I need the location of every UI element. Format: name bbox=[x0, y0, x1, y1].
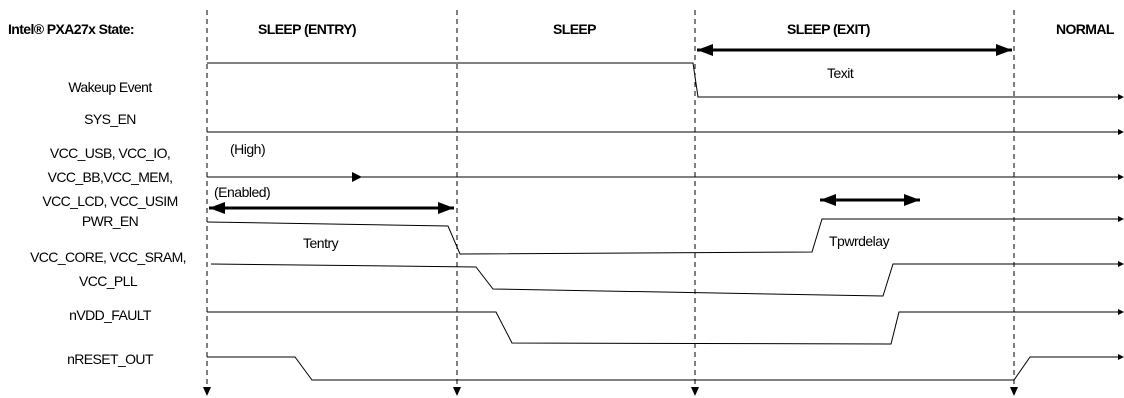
arrow-end-icon bbox=[1118, 354, 1124, 360]
arrow-end-icon bbox=[1118, 261, 1124, 267]
tentry-label: Tentry bbox=[303, 235, 339, 251]
state-normal: NORMAL bbox=[1056, 21, 1115, 37]
state-sleep-entry: SLEEP (ENTRY) bbox=[258, 21, 356, 37]
state-sleep-exit: SLEEP (EXIT) bbox=[787, 21, 870, 37]
signal-label-wakeup-event: Wakeup Event bbox=[68, 79, 152, 95]
signal-label-vcc-core-group: VCC_CORE, VCC_SRAM, bbox=[30, 249, 186, 265]
signal-label-vcc-core-group: VCC_PLL bbox=[79, 273, 138, 289]
down-arrow-icon bbox=[203, 387, 211, 396]
state-label: Intel® PXA27x State: bbox=[8, 21, 134, 37]
waveform-vcc-core-group bbox=[210, 263, 1119, 297]
signal-label-sys-en: SYS_EN bbox=[84, 111, 136, 127]
down-arrow-icon bbox=[1010, 387, 1018, 396]
enabled-label: (Enabled) bbox=[214, 184, 270, 200]
high-label: (High) bbox=[230, 141, 265, 157]
down-arrow-icon bbox=[453, 387, 461, 396]
signal-label-pwr-en: PWR_EN bbox=[82, 213, 138, 229]
signal-label-vcc-io-group: VCC_USB, VCC_IO, bbox=[50, 145, 170, 161]
waveform-pwr-en bbox=[206, 218, 1119, 255]
arrow-end-icon bbox=[1118, 174, 1124, 180]
texit-label: Texit bbox=[827, 65, 854, 81]
state-sleep: SLEEP bbox=[553, 21, 596, 37]
arrow-end-icon bbox=[1118, 129, 1124, 135]
waveform-nreset-out bbox=[207, 356, 1119, 381]
arrow-end-icon bbox=[1118, 94, 1124, 100]
signal-label-vcc-io-group: VCC_BB,VCC_MEM, bbox=[48, 169, 173, 185]
down-arrow-icon bbox=[691, 387, 699, 396]
arrow-end-icon bbox=[1118, 216, 1124, 222]
waveform-nvdd-fault bbox=[207, 311, 1119, 345]
tpwrdelay-label: Tpwrdelay bbox=[829, 233, 890, 249]
signal-label-vcc-io-group: VCC_LCD, VCC_USIM bbox=[42, 193, 177, 209]
arrow-end-icon bbox=[1118, 309, 1124, 315]
signal-label-nvdd-fault: nVDD_FAULT bbox=[69, 307, 152, 323]
signal-label-nreset-out: nRESET_OUT bbox=[67, 351, 154, 367]
waveform-wakeup-event bbox=[207, 62, 1119, 98]
